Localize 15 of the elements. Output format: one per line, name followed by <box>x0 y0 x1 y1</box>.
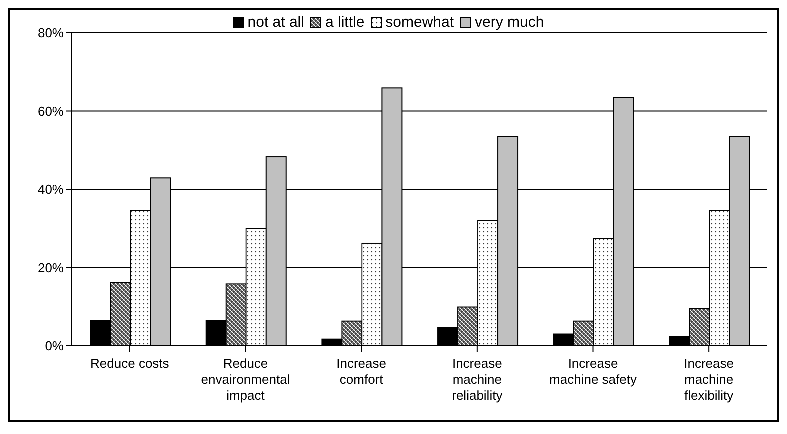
legend-label: very much <box>475 14 544 31</box>
y-tick-label: 20% <box>38 260 64 276</box>
legend-label: a little <box>325 14 365 31</box>
x-tick-label: Increase machine reliability <box>452 356 504 403</box>
x-tick-label: Increase machine safety <box>550 356 638 387</box>
legend-label: somewhat <box>386 14 454 31</box>
y-tick-label: 0% <box>45 338 64 354</box>
x-tick-label: Reduce costs <box>90 356 170 371</box>
x-tick-label: Increase machine flexibility <box>684 356 734 403</box>
y-tick-label: 80% <box>38 26 64 41</box>
legend-label: not at all <box>248 14 304 31</box>
y-tick-label: 40% <box>38 182 64 198</box>
y-tick-label: 60% <box>38 104 64 119</box>
x-tick-label: Reduce envaironmental impact <box>201 356 290 403</box>
x-tick-label: Increase comfort <box>336 356 387 387</box>
